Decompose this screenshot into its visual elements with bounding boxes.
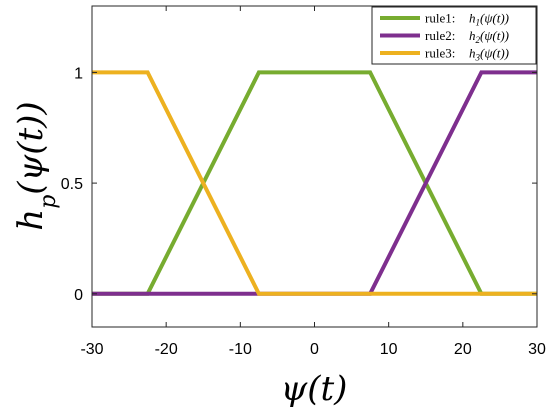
y-label-arg: (ψ(t)) xyxy=(11,101,51,194)
y-tick-label: 1 xyxy=(74,65,83,82)
legend-label-rule3: rule3: xyxy=(425,46,455,61)
y-label-sub: p xyxy=(36,195,61,209)
legend-label-rule1: rule1: xyxy=(425,11,455,26)
y-label-h: h xyxy=(11,209,51,231)
x-tick-label: 20 xyxy=(454,341,472,358)
svg-text:hp(ψ(t)): hp(ψ(t)) xyxy=(11,101,61,230)
x-tick-label: -30 xyxy=(80,341,103,358)
x-tick-label: -10 xyxy=(229,341,252,358)
x-tick-label: 10 xyxy=(380,341,398,358)
y-axis-label: hp(ψ(t)) xyxy=(11,101,61,230)
legend-math-rule3: h3(ψ(t)) xyxy=(469,46,509,63)
series-line-rule3 xyxy=(92,70,537,296)
legend-math-rule1: h1(ψ(t)) xyxy=(469,11,509,28)
series-layer xyxy=(92,70,537,296)
series-line-rule2 xyxy=(92,70,537,296)
ticks-layer: -30 -20 -10 0 10 20 30 0 0.5 1 xyxy=(61,6,546,358)
legend-math-rule2: h2(ψ(t)) xyxy=(469,28,509,45)
y-tick-label: 0.5 xyxy=(61,176,83,193)
y-tick-label: 0 xyxy=(74,287,83,304)
x-tick-label: 30 xyxy=(528,341,546,358)
legend-label-rule2: rule2: xyxy=(425,28,455,43)
x-tick-label: 0 xyxy=(310,341,319,358)
legend: rule1: h1(ψ(t)) rule2: h2(ψ(t)) rule3: h3(ψ(t… xyxy=(371,6,537,65)
series-line-rule1 xyxy=(92,70,537,296)
x-tick-label: -20 xyxy=(155,341,178,358)
x-axis-label: ψ(t) xyxy=(281,369,348,409)
